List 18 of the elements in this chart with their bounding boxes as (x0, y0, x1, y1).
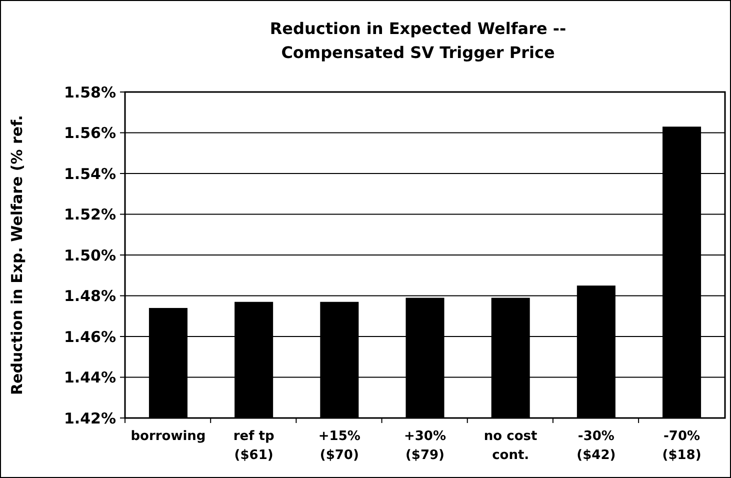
x-tick-label: +15% ($70) (318, 429, 360, 463)
x-tick-label: no cost cont. (484, 429, 538, 463)
y-tick-label: 1.50% (64, 246, 116, 264)
chart-title: Reduction in Expected Welfare -- Compensated SV Trigger Price (270, 19, 566, 62)
y-tick-label: 1.54% (64, 164, 116, 183)
x-tick-label: -30% ($42) (576, 429, 616, 463)
y-tick-label: 1.48% (64, 287, 116, 305)
x-tick-label: -70% ($18) (662, 429, 702, 463)
y-axis-title: Reduction in Exp. Welfare (% ref. (8, 114, 26, 396)
x-tick-label: borrowing (130, 429, 206, 444)
y-tick-label: 1.52% (64, 206, 116, 224)
x-tick-label: +30% ($79) (404, 429, 446, 463)
y-tick-label: 1.58% (64, 83, 116, 102)
x-tick-label: ref tp ($61) (233, 429, 274, 463)
y-tick-label: 1.42% (64, 409, 116, 428)
y-tick-label: 1.56% (64, 124, 116, 142)
y-tick-label: 1.44% (64, 368, 116, 386)
y-tick-label: 1.46% (64, 328, 116, 346)
